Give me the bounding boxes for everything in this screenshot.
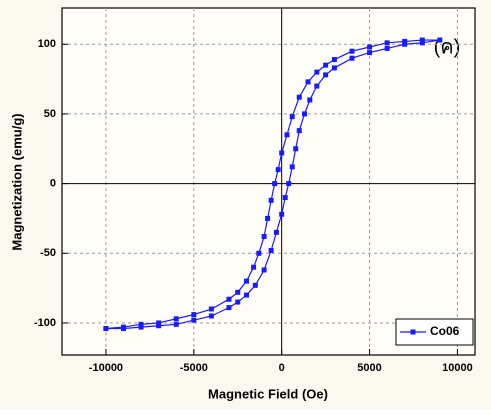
data-point bbox=[286, 181, 292, 187]
data-point bbox=[402, 38, 408, 44]
data-point bbox=[256, 250, 262, 256]
data-point bbox=[138, 321, 144, 327]
data-point bbox=[323, 72, 329, 78]
data-point bbox=[302, 111, 308, 117]
data-point bbox=[244, 278, 250, 284]
data-point bbox=[349, 48, 355, 54]
data-point bbox=[402, 41, 408, 47]
data-point bbox=[173, 321, 179, 327]
y-tick-label: 0 bbox=[50, 177, 56, 189]
data-point bbox=[419, 40, 425, 46]
data-point bbox=[208, 313, 214, 319]
data-point bbox=[235, 299, 241, 305]
data-point bbox=[268, 247, 274, 253]
x-tick-label: 10000 bbox=[442, 362, 473, 374]
data-point bbox=[265, 215, 271, 221]
y-tick-label: 50 bbox=[44, 108, 56, 120]
data-point bbox=[282, 195, 288, 201]
data-point bbox=[235, 289, 241, 295]
data-point bbox=[284, 132, 290, 138]
data-point bbox=[252, 282, 258, 288]
data-point bbox=[191, 317, 197, 323]
x-tick-label: -10000 bbox=[89, 362, 123, 374]
data-point bbox=[121, 324, 127, 330]
data-point bbox=[314, 69, 320, 75]
data-point bbox=[156, 320, 162, 326]
data-point bbox=[289, 164, 295, 170]
data-point bbox=[251, 264, 257, 270]
data-point bbox=[275, 167, 281, 173]
y-tick-label: 100 bbox=[38, 38, 56, 50]
data-point bbox=[279, 150, 285, 156]
data-point bbox=[331, 57, 337, 63]
data-point bbox=[331, 65, 337, 71]
data-point bbox=[293, 146, 299, 152]
data-point bbox=[173, 316, 179, 322]
data-point bbox=[138, 324, 144, 330]
x-tick-label: 5000 bbox=[357, 362, 381, 374]
data-point bbox=[156, 323, 162, 329]
data-point bbox=[103, 326, 109, 332]
data-point bbox=[419, 37, 425, 43]
data-point bbox=[349, 55, 355, 61]
data-point bbox=[208, 306, 214, 312]
data-point bbox=[296, 94, 302, 100]
legend-marker bbox=[410, 329, 416, 335]
data-point bbox=[261, 267, 267, 273]
data-point bbox=[367, 44, 373, 50]
data-point bbox=[191, 312, 197, 318]
data-point bbox=[305, 79, 311, 85]
data-point bbox=[323, 62, 329, 68]
data-point bbox=[384, 40, 390, 46]
x-axis-label: Magnetic Field (Oe) bbox=[208, 386, 328, 401]
data-point bbox=[437, 37, 443, 43]
data-point bbox=[307, 97, 313, 103]
data-point bbox=[226, 296, 232, 302]
x-tick-label: -5000 bbox=[180, 362, 208, 374]
data-point bbox=[367, 50, 373, 56]
data-point bbox=[226, 305, 232, 311]
legend-label: Co06 bbox=[430, 324, 460, 338]
y-axis-label: Magnetization (emu/g) bbox=[9, 113, 24, 250]
data-point bbox=[314, 83, 320, 89]
data-point bbox=[261, 234, 267, 240]
x-tick-label: 0 bbox=[279, 362, 285, 374]
data-point bbox=[273, 229, 279, 235]
y-tick-label: -50 bbox=[40, 247, 56, 259]
data-point bbox=[289, 114, 295, 120]
data-point bbox=[244, 292, 250, 298]
y-tick-label: -100 bbox=[34, 317, 56, 329]
data-point bbox=[272, 181, 278, 187]
data-point bbox=[268, 197, 274, 203]
data-point bbox=[279, 211, 285, 217]
data-point bbox=[384, 45, 390, 51]
data-point bbox=[296, 128, 302, 134]
plot-area bbox=[61, 7, 476, 356]
